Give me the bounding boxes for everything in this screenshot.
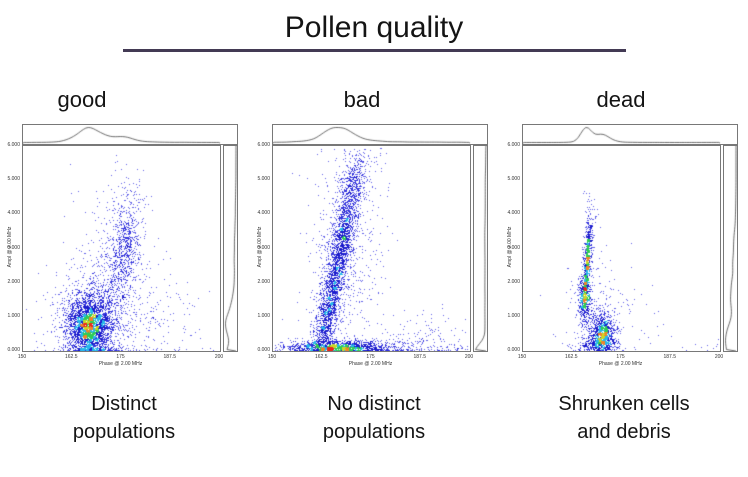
- scatter-panel: [522, 145, 721, 352]
- top-marginal-panel: [522, 124, 738, 145]
- top-marginal-canvas: [273, 125, 487, 144]
- y-tick-label: 4.000: [507, 210, 520, 217]
- right-marginal-panel: [223, 145, 238, 352]
- x-tick-label: 175: [616, 354, 625, 360]
- y-axis-ticks: 0.000 1.000 2.000 3.000 4.000 5.000 6.000: [505, 142, 520, 353]
- right-marginal-canvas: [724, 146, 737, 351]
- y-tick-label: 1.000: [257, 312, 270, 319]
- x-tick-label: 200: [464, 354, 474, 360]
- x-tick-label: 175: [366, 354, 375, 360]
- scatter-canvas: [273, 146, 470, 351]
- x-tick-label: 187.5: [663, 354, 677, 360]
- y-tick-label: 2.000: [257, 278, 270, 285]
- scatter-canvas: [523, 146, 720, 351]
- y-tick-label: 5.000: [7, 176, 20, 183]
- y-tick-label: 4.000: [7, 210, 20, 217]
- scatter-panel: [272, 145, 471, 352]
- column-3: Shrunken cells and debris: [505, 390, 743, 446]
- x-tick-label: 187.5: [163, 354, 177, 360]
- title-underline: [122, 49, 626, 52]
- caption: Distinct populations: [5, 390, 243, 446]
- x-axis-label: Phase @ 2.00 MHz: [348, 361, 393, 367]
- y-tick-label: 2.000: [7, 278, 20, 285]
- y-tick-label: 0.000: [7, 347, 20, 353]
- caption-line: No distinct: [327, 393, 421, 415]
- plots-row: Ampl @ 2.00 MHz 0.000 1.000 2.000 3.000 4.00…: [0, 124, 748, 372]
- caption-line: Distinct: [91, 393, 157, 415]
- x-tick-label: 150: [517, 354, 527, 360]
- y-tick-label: 0.000: [257, 347, 270, 353]
- y-tick-label: 5.000: [257, 176, 270, 183]
- column-1: Distinct populations: [5, 390, 243, 446]
- x-tick-label: 175: [116, 354, 125, 360]
- y-tick-label: 6.000: [507, 142, 520, 148]
- x-tick-label: 187.5: [413, 354, 427, 360]
- caption-line: Shrunken cells: [558, 393, 690, 415]
- x-axis-ticks: 150 162.5 175 187.5 200: [18, 353, 223, 360]
- top-marginal-panel: [22, 124, 238, 145]
- x-tick-label: 200: [714, 354, 724, 360]
- y-tick-label: 5.000: [507, 176, 520, 183]
- caption: Shrunken cells and debris: [505, 390, 743, 446]
- column-header: bad: [343, 87, 381, 112]
- column-3: Ampl @ 2.00 MHz 0.000 1.000 2.000 3.000 4.00…: [505, 124, 743, 372]
- y-tick-label: 1.000: [507, 312, 520, 319]
- scatter-plot-bad: Ampl @ 2.00 MHz 0.000 1.000 2.000 3.000 4.00…: [255, 124, 493, 372]
- x-axis-ticks: 150 162.5 175 187.5 200: [518, 353, 723, 360]
- y-tick-label: 6.000: [7, 142, 20, 148]
- caption-line: and debris: [577, 421, 671, 443]
- column-3: dead: [505, 88, 743, 112]
- y-axis-ticks: 0.000 1.000 2.000 3.000 4.000 5.000 6.000: [255, 142, 270, 353]
- column-2: bad: [255, 88, 493, 112]
- caption-line: populations: [72, 421, 176, 443]
- scatter-plot-dead: Ampl @ 2.00 MHz 0.000 1.000 2.000 3.000 4.00…: [505, 124, 743, 372]
- y-tick-label: 6.000: [257, 142, 270, 148]
- y-tick-label: 3.000: [507, 244, 520, 251]
- captions-row: Distinct populations No distinct populat…: [0, 390, 748, 446]
- x-tick-label: 162.5: [564, 354, 578, 360]
- x-tick-label: 150: [267, 354, 277, 360]
- right-marginal-canvas: [224, 146, 237, 351]
- column-header: good: [57, 87, 107, 112]
- headers-row: good bad dead: [0, 88, 748, 112]
- right-marginal-panel: [723, 145, 738, 352]
- y-tick-label: 0.000: [507, 347, 520, 353]
- column-1: Ampl @ 2.00 MHz 0.000 1.000 2.000 3.000 4.00…: [5, 124, 243, 372]
- scatter-plot-good: Ampl @ 2.00 MHz 0.000 1.000 2.000 3.000 4.00…: [5, 124, 243, 372]
- x-tick-label: 150: [17, 354, 27, 360]
- y-tick-label: 2.000: [507, 278, 520, 285]
- column-2: Ampl @ 2.00 MHz 0.000 1.000 2.000 3.000 4.00…: [255, 124, 493, 372]
- x-axis-ticks: 150 162.5 175 187.5 200: [268, 353, 473, 360]
- y-tick-label: 3.000: [7, 244, 20, 251]
- y-tick-label: 1.000: [7, 312, 20, 319]
- x-tick-label: 162.5: [64, 354, 78, 360]
- x-axis-label: Phase @ 2.00 MHz: [598, 361, 643, 367]
- caption-line: populations: [322, 421, 426, 443]
- x-tick-label: 162.5: [314, 354, 328, 360]
- slide-title: Pollen quality: [284, 11, 464, 44]
- column-1: good: [5, 88, 243, 112]
- top-marginal-panel: [272, 124, 488, 145]
- x-axis-label: Phase @ 2.00 MHz: [98, 361, 143, 367]
- x-tick-label: 200: [214, 354, 224, 360]
- scatter-canvas: [23, 146, 220, 351]
- top-marginal-canvas: [523, 125, 737, 144]
- scatter-panel: [22, 145, 221, 352]
- y-tick-label: 3.000: [257, 244, 270, 251]
- caption: No distinct populations: [255, 390, 493, 446]
- top-marginal-canvas: [23, 125, 237, 144]
- y-tick-label: 4.000: [257, 210, 270, 217]
- right-marginal-panel: [473, 145, 488, 352]
- column-2: No distinct populations: [255, 390, 493, 446]
- right-marginal-canvas: [474, 146, 487, 351]
- y-axis-ticks: 0.000 1.000 2.000 3.000 4.000 5.000 6.000: [5, 142, 20, 353]
- column-header: dead: [596, 87, 646, 112]
